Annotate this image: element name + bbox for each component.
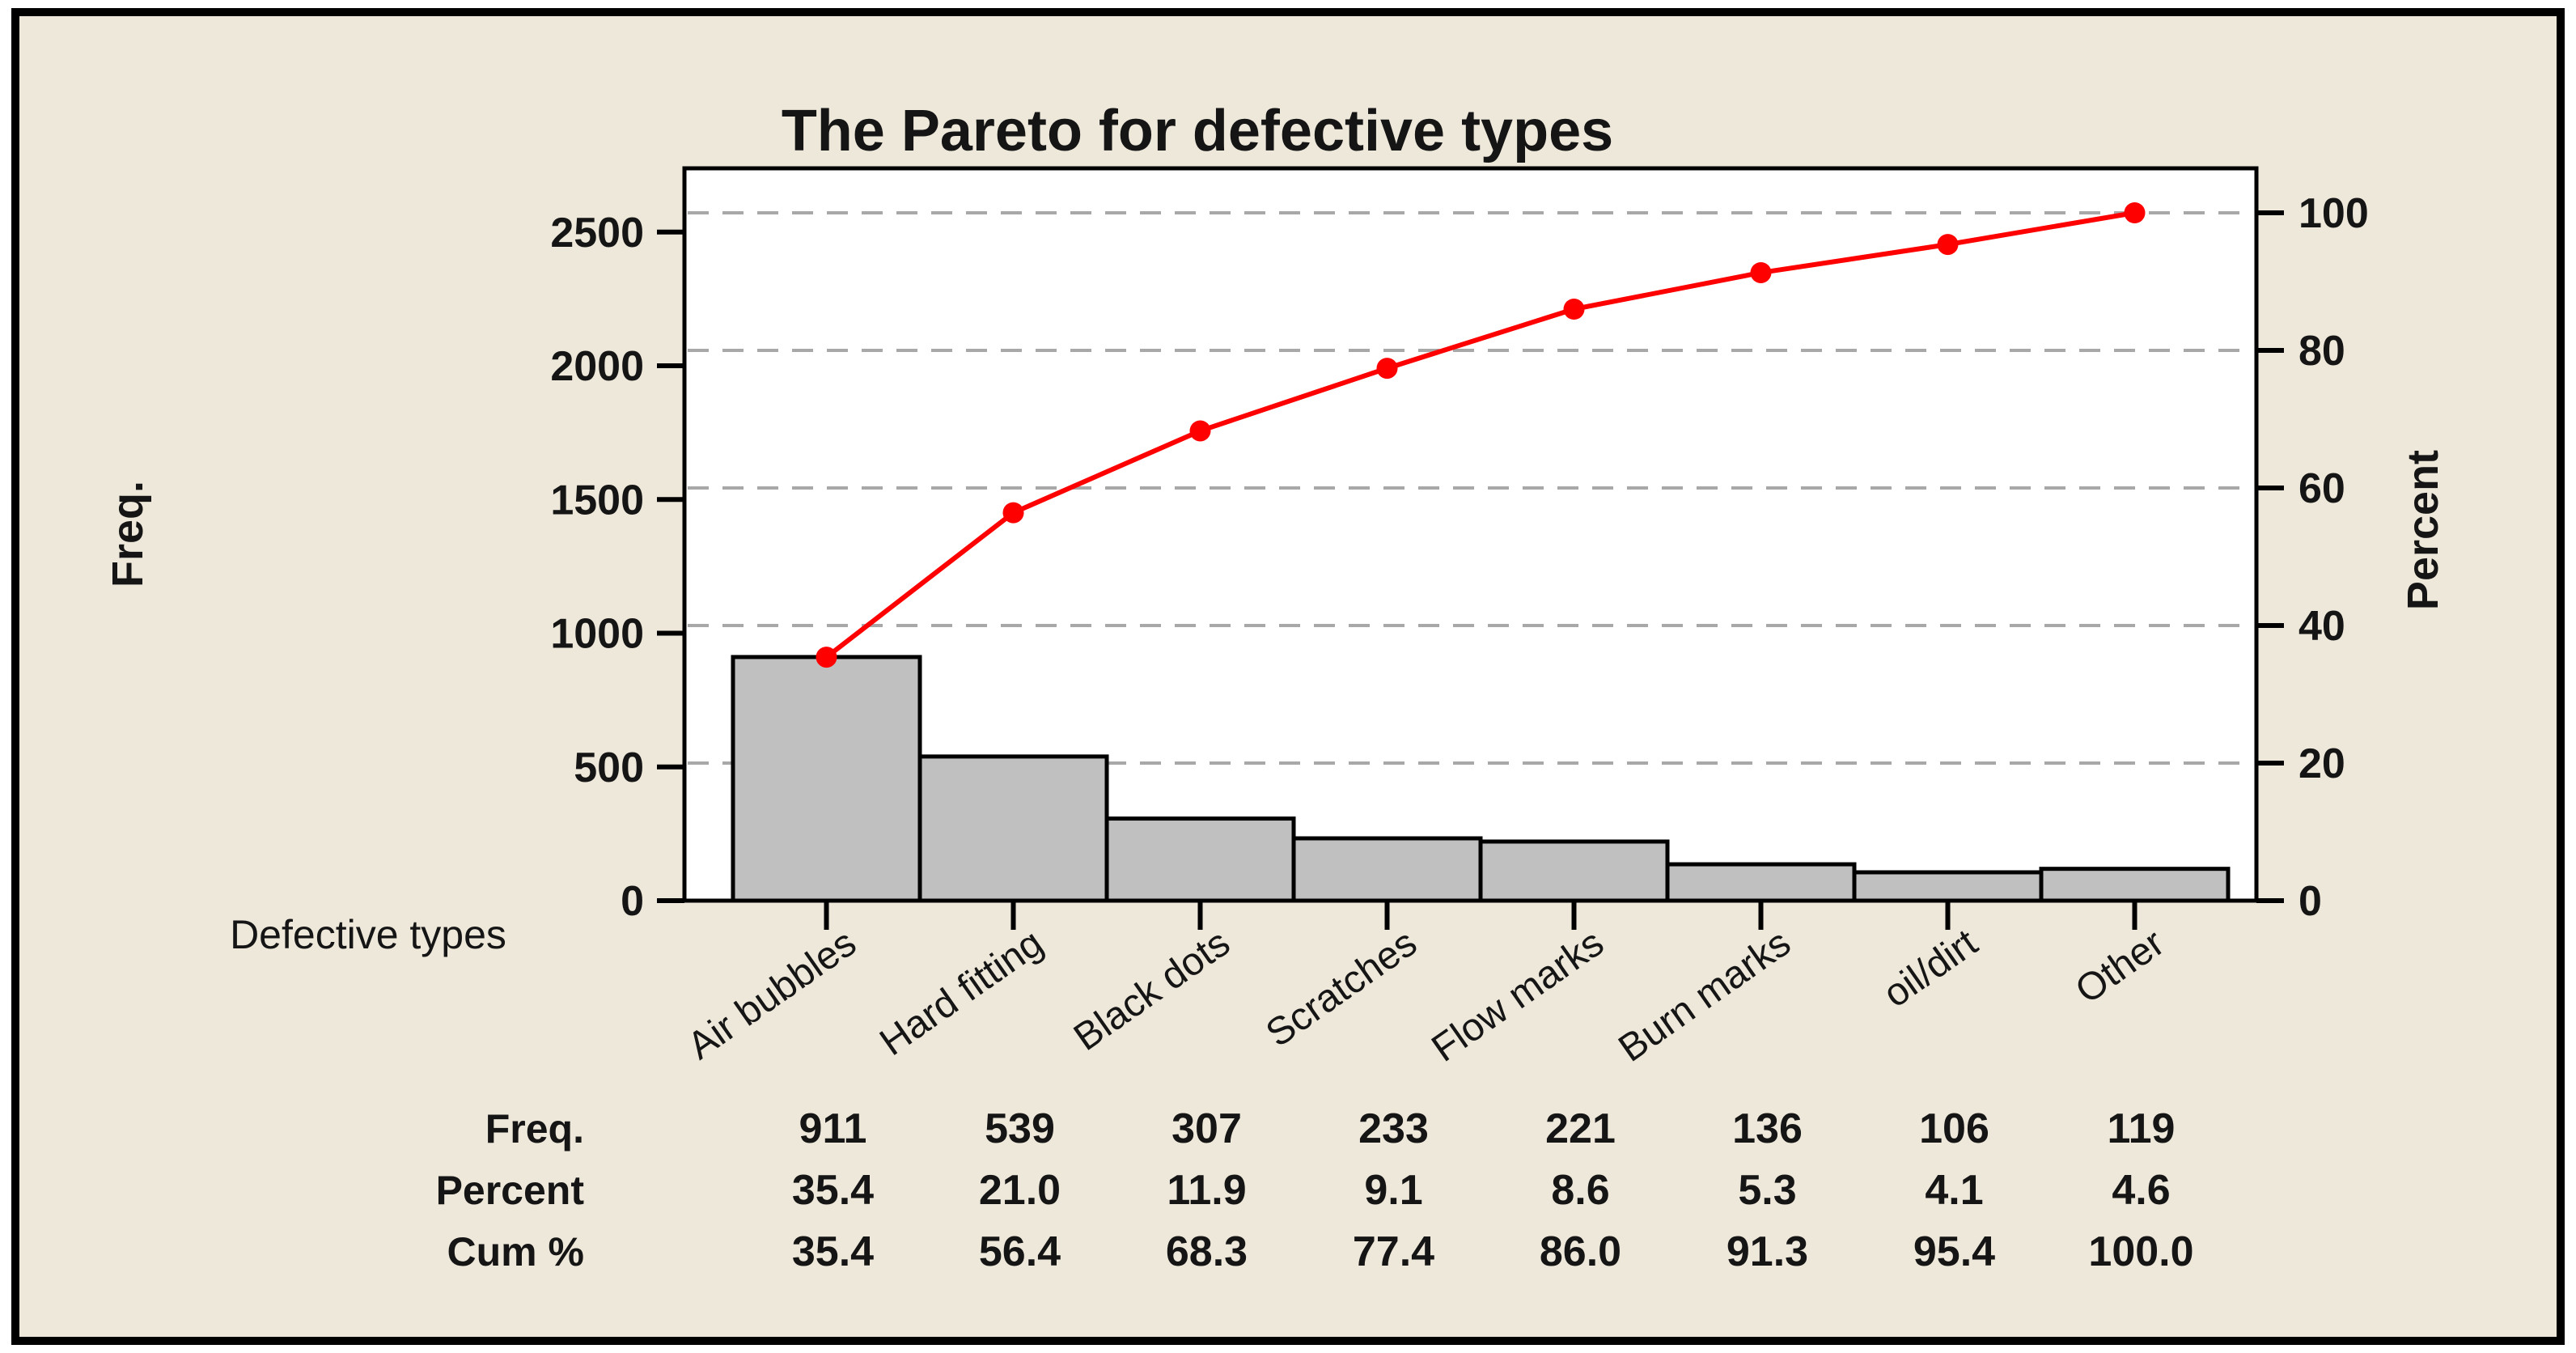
table-value-row2-col5: 8.6 — [1551, 1167, 1609, 1214]
right-axis-title: Percent — [2399, 450, 2447, 610]
left-tick-label-1000: 1000 — [550, 611, 644, 658]
table-value-row1-col6: 136 — [1732, 1105, 1803, 1152]
right-tick-label-0: 0 — [2298, 878, 2322, 925]
cumulative-point-oil-dirt — [1937, 234, 1959, 256]
cumulative-point-black-dots — [1189, 420, 1211, 442]
right-tick-label-80: 80 — [2298, 328, 2345, 375]
table-value-row1-col3: 307 — [1171, 1105, 1242, 1152]
bar-oil-dirt — [1852, 870, 2044, 903]
table-values-layer: 911 539 307 233 221 136 106 119 35.4 21.0 11.9 9.1 8… — [792, 1105, 2194, 1275]
table-value-row3-col3: 68.3 — [1166, 1228, 1248, 1275]
table-value-row1-col7: 106 — [1919, 1105, 1989, 1152]
table-row-label-cum: Cum % — [447, 1229, 584, 1275]
table-value-row2-col7: 4.1 — [1925, 1167, 1983, 1214]
bars-layer — [731, 655, 2231, 903]
right-tick-label-20: 20 — [2298, 740, 2345, 787]
table-value-row2-col1: 35.4 — [792, 1167, 874, 1214]
table-value-row3-col8: 100.0 — [2088, 1228, 2193, 1275]
table-value-row2-col3: 11.9 — [1167, 1167, 1246, 1214]
bar-hard-fitting — [917, 754, 1109, 903]
cumulative-point-other — [2124, 202, 2146, 223]
table-value-row3-col1: 35.4 — [792, 1228, 874, 1275]
table-value-row2-col2: 21.0 — [979, 1167, 1061, 1214]
left-tick-label-2500: 2500 — [550, 210, 644, 257]
table-value-row2-col8: 4.6 — [2112, 1167, 2170, 1214]
table-value-row1-col5: 221 — [1545, 1105, 1616, 1152]
left-tick-label-500: 500 — [574, 744, 644, 791]
table-value-row3-col5: 86.0 — [1540, 1228, 1621, 1275]
bar-scratches — [1291, 836, 1483, 903]
right-tick-label-60: 60 — [2298, 465, 2345, 512]
table-row-label-freq: Freq. — [485, 1106, 584, 1152]
table-value-row3-col7: 95.4 — [1913, 1228, 1995, 1275]
table-value-row1-col8: 119 — [2108, 1105, 2176, 1152]
left-tick-label-1500: 1500 — [550, 477, 644, 524]
cumulative-point-scratches — [1376, 358, 1398, 380]
bar-flow-marks — [1478, 839, 1670, 903]
table-value-row2-col6: 5.3 — [1738, 1167, 1796, 1214]
left-tick-label-2000: 2000 — [550, 343, 644, 390]
cumulative-point-flow-marks — [1563, 299, 1585, 320]
cumulative-percent-line — [824, 210, 2137, 660]
x-axis-title: Defective types — [230, 912, 506, 957]
bar-burn-marks — [1665, 862, 1857, 903]
table-row-label-percent: Percent — [436, 1168, 585, 1213]
bar-other — [2039, 867, 2231, 903]
left-tick-label-0: 0 — [621, 878, 644, 925]
right-tick-label-100: 100 — [2298, 190, 2369, 237]
table-value-row2-col4: 9.1 — [1364, 1167, 1422, 1214]
right-tick-label-40: 40 — [2298, 603, 2345, 650]
table-value-row1-col4: 233 — [1358, 1105, 1429, 1152]
table-value-row1-col2: 539 — [985, 1105, 1055, 1152]
cumulative-point-burn-marks — [1750, 261, 1772, 283]
cumulative-point-hard-fitting — [1002, 502, 1024, 524]
plot-border — [682, 166, 2259, 903]
bar-black-dots — [1104, 816, 1296, 903]
table-value-row3-col4: 77.4 — [1353, 1228, 1434, 1275]
table-value-row3-col2: 56.4 — [979, 1228, 1061, 1275]
table-value-row3-col6: 91.3 — [1727, 1228, 1808, 1275]
table-value-row1-col1: 911 — [799, 1105, 867, 1152]
cumulative-line-layer — [816, 202, 2146, 668]
cumulative-point-air-bubbles — [816, 647, 837, 668]
bar-air-bubbles — [731, 655, 922, 903]
left-axis-title: Freq. — [104, 481, 152, 587]
chart-title: The Pareto for defective types — [782, 99, 1613, 163]
